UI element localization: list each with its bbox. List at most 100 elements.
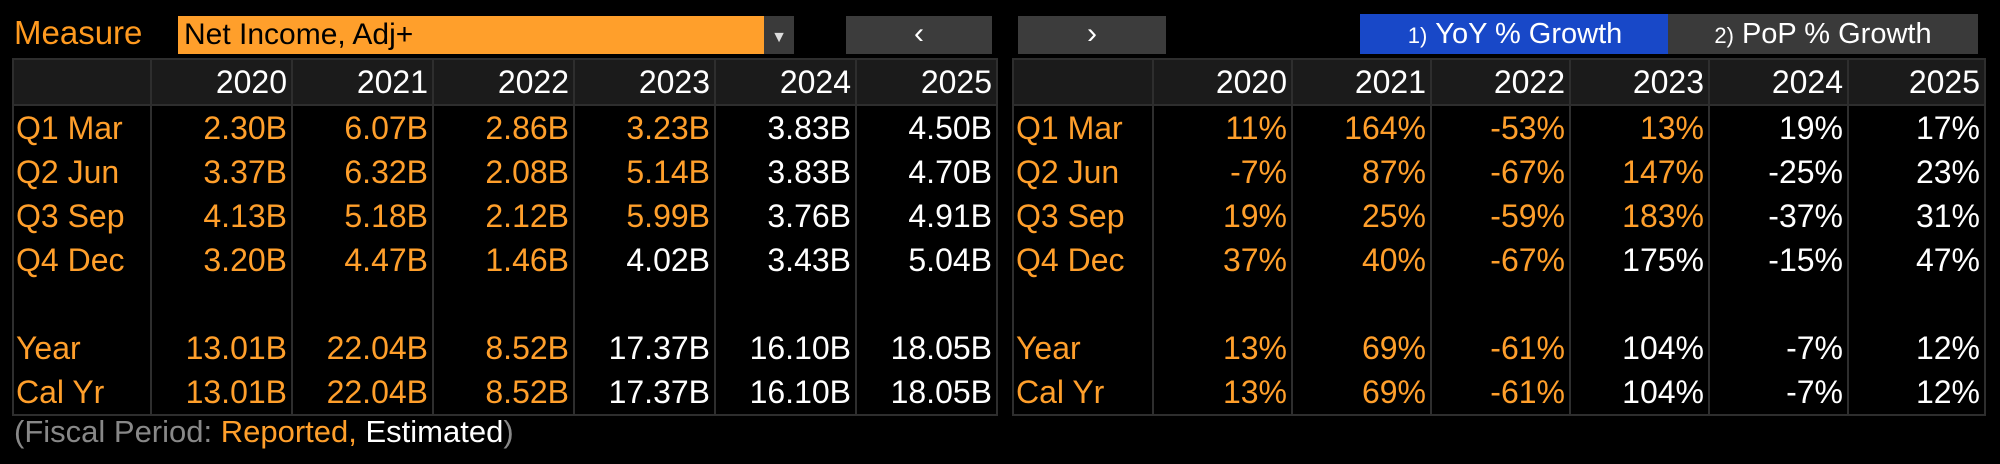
growth-cell: 11% — [1152, 105, 1293, 150]
growth-cell: 13% — [1152, 370, 1293, 415]
value-cell: 6.32B — [291, 150, 434, 194]
footnote-close: ) — [503, 414, 514, 449]
value-cell: 2.12B — [432, 194, 575, 238]
value-cell: 3.83B — [714, 105, 857, 150]
year-header: 2023 — [1569, 59, 1710, 106]
growth-cell: 175% — [1569, 238, 1710, 282]
growth-cell: 31% — [1847, 194, 1986, 238]
value-cell: 4.13B — [150, 194, 293, 238]
value-cell: 3.20B — [150, 238, 293, 282]
value-cell: 13.01B — [150, 370, 293, 415]
value-cell: 3.43B — [714, 238, 857, 282]
table-row[interactable]: Q2 Jun 3.37B 6.32B 2.08B 5.14B 3.83B 4.7… — [12, 150, 998, 194]
row-label: Q1 Mar — [12, 105, 152, 150]
pop-number: 2) — [1714, 23, 1734, 48]
corner-cell — [1012, 59, 1154, 106]
growth-cell: -67% — [1430, 238, 1571, 282]
row-label: Year — [12, 326, 152, 370]
value-cell: 18.05B — [855, 326, 998, 370]
measure-dropdown[interactable]: Net Income, Adj+ ▼ — [178, 16, 794, 54]
growth-cell: -25% — [1708, 150, 1849, 194]
fiscal-period-note: (Fiscal Period: Reported, Estimated) — [14, 410, 514, 454]
pop-growth-button[interactable]: 2) PoP % Growth — [1668, 14, 1978, 54]
growth-cell: 12% — [1847, 370, 1986, 415]
spacer-row — [1012, 282, 1986, 326]
table-row[interactable]: Q1 Mar 11% 164% -53% 13% 19% 17% — [1012, 105, 1986, 150]
measure-value: Net Income, Adj+ — [184, 18, 414, 51]
year-header: 2024 — [1708, 59, 1849, 106]
growth-cell: 40% — [1291, 238, 1432, 282]
row-label: Q3 Sep — [12, 194, 152, 238]
table-row[interactable]: Q4 Dec 3.20B 4.47B 1.46B 4.02B 3.43B 5.0… — [12, 238, 998, 282]
table-row[interactable]: Cal Yr 13% 69% -61% 104% -7% 12% — [1012, 370, 1986, 415]
value-cell: 3.76B — [714, 194, 857, 238]
table-row[interactable]: Year 13% 69% -61% 104% -7% 12% — [1012, 326, 1986, 370]
growth-cell: 183% — [1569, 194, 1710, 238]
growth-cell: -61% — [1430, 370, 1571, 415]
row-label: Q4 Dec — [12, 238, 152, 282]
growth-cell: 17% — [1847, 105, 1986, 150]
value-cell: 5.99B — [573, 194, 716, 238]
estimated-legend: Estimated — [356, 414, 504, 449]
value-cell: 4.02B — [573, 238, 716, 282]
growth-cell: 87% — [1291, 150, 1432, 194]
row-label: Q2 Jun — [1012, 150, 1154, 194]
year-header: 2021 — [1291, 59, 1432, 106]
value-cell: 13.01B — [150, 326, 293, 370]
next-button[interactable]: › — [1018, 16, 1166, 54]
row-label: Cal Yr — [1012, 370, 1154, 415]
pop-label: PoP % Growth — [1741, 18, 1932, 50]
growth-header-row: 2020 2021 2022 2023 2024 2025 — [1012, 59, 1986, 106]
values-header-row: 2020 2021 2022 2023 2024 2025 — [12, 59, 998, 106]
year-header: 2020 — [150, 59, 293, 106]
chevron-down-icon[interactable]: ▼ — [764, 16, 794, 54]
value-cell: 2.08B — [432, 150, 575, 194]
value-cell: 18.05B — [855, 370, 998, 415]
table-row[interactable]: Year 13.01B 22.04B 8.52B 17.37B 16.10B 1… — [12, 326, 998, 370]
table-row[interactable]: Q1 Mar 2.30B 6.07B 2.86B 3.23B 3.83B 4.5… — [12, 105, 998, 150]
row-label: Q2 Jun — [12, 150, 152, 194]
year-header: 2023 — [573, 59, 716, 106]
growth-cell: -7% — [1708, 370, 1849, 415]
table-row[interactable]: Q3 Sep 4.13B 5.18B 2.12B 5.99B 3.76B 4.9… — [12, 194, 998, 238]
toolbar: Measure Net Income, Adj+ ▼ ‹ › 1) YoY % G… — [0, 0, 2000, 66]
value-cell: 6.07B — [291, 105, 434, 150]
growth-cell: 164% — [1291, 105, 1432, 150]
spacer-row — [12, 282, 998, 326]
growth-cell: 69% — [1291, 370, 1432, 415]
year-header: 2021 — [291, 59, 434, 106]
growth-cell: 37% — [1152, 238, 1293, 282]
table-row[interactable]: Cal Yr 13.01B 22.04B 8.52B 17.37B 16.10B… — [12, 370, 998, 415]
value-cell: 4.50B — [855, 105, 998, 150]
growth-cell: -15% — [1708, 238, 1849, 282]
value-cell: 22.04B — [291, 326, 434, 370]
growth-cell: -53% — [1430, 105, 1571, 150]
value-cell: 8.52B — [432, 370, 575, 415]
value-cell: 4.70B — [855, 150, 998, 194]
growth-cell: 12% — [1847, 326, 1986, 370]
growth-cell: 19% — [1152, 194, 1293, 238]
growth-cell: -61% — [1430, 326, 1571, 370]
year-header: 2022 — [432, 59, 575, 106]
table-row[interactable]: Q4 Dec 37% 40% -67% 175% -15% 47% — [1012, 238, 1986, 282]
growth-cell: 104% — [1569, 326, 1710, 370]
value-cell: 16.10B — [714, 370, 857, 415]
table-row[interactable]: Q2 Jun -7% 87% -67% 147% -25% 23% — [1012, 150, 1986, 194]
footnote-open: (Fiscal Period: — [14, 414, 221, 449]
value-cell: 1.46B — [432, 238, 575, 282]
value-cell: 17.37B — [573, 326, 716, 370]
prev-button[interactable]: ‹ — [846, 16, 992, 54]
growth-cell: 47% — [1847, 238, 1986, 282]
growth-cell: -7% — [1152, 150, 1293, 194]
yoy-growth-button[interactable]: 1) YoY % Growth — [1360, 14, 1670, 54]
value-cell: 2.30B — [150, 105, 293, 150]
growth-cell: -7% — [1708, 326, 1849, 370]
value-cell: 3.37B — [150, 150, 293, 194]
table-row[interactable]: Q3 Sep 19% 25% -59% 183% -37% 31% — [1012, 194, 1986, 238]
value-cell: 4.47B — [291, 238, 434, 282]
growth-cell: -67% — [1430, 150, 1571, 194]
growth-table: 2020 2021 2022 2023 2024 2025 Q1 Mar 11%… — [1012, 58, 1986, 416]
yoy-number: 1) — [1407, 23, 1428, 48]
year-header: 2025 — [1847, 59, 1986, 106]
value-cell: 5.04B — [855, 238, 998, 282]
